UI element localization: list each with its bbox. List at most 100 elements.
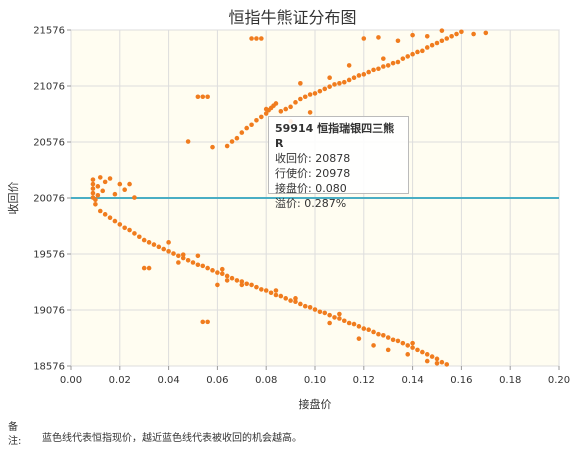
data-point[interactable] <box>410 51 415 57</box>
data-point[interactable] <box>395 338 401 344</box>
data-point[interactable] <box>200 319 206 325</box>
data-point[interactable] <box>356 73 362 78</box>
data-point[interactable] <box>337 311 342 317</box>
data-point[interactable] <box>195 253 201 259</box>
data-point[interactable] <box>254 117 259 123</box>
data-point[interactable] <box>356 336 362 341</box>
data-point[interactable] <box>322 86 328 92</box>
data-point[interactable] <box>381 64 386 69</box>
data-point[interactable] <box>434 356 440 362</box>
data-point[interactable] <box>95 184 101 189</box>
data-point[interactable] <box>288 104 293 110</box>
data-point[interactable] <box>385 63 391 68</box>
data-point[interactable] <box>346 63 352 68</box>
data-point[interactable] <box>420 48 425 54</box>
data-point[interactable] <box>273 292 279 298</box>
data-point[interactable] <box>434 40 440 46</box>
data-point[interactable] <box>190 260 196 265</box>
data-point[interactable] <box>215 270 220 275</box>
data-point[interactable] <box>449 33 454 39</box>
data-point[interactable] <box>127 181 132 187</box>
data-point[interactable] <box>180 252 186 257</box>
data-point[interactable] <box>112 191 118 197</box>
data-point[interactable] <box>161 246 167 252</box>
data-point[interactable] <box>93 201 98 207</box>
data-point[interactable] <box>176 260 181 265</box>
data-point[interactable] <box>132 231 137 236</box>
data-point[interactable] <box>395 38 401 44</box>
data-point[interactable] <box>346 77 352 83</box>
data-point[interactable] <box>102 179 108 185</box>
data-point[interactable] <box>429 42 435 48</box>
data-point[interactable] <box>259 114 264 120</box>
data-point[interactable] <box>424 352 430 357</box>
data-point[interactable] <box>205 265 210 271</box>
data-point[interactable] <box>254 284 259 290</box>
data-point[interactable] <box>327 75 332 81</box>
data-point[interactable] <box>420 349 425 355</box>
data-point[interactable] <box>127 227 132 233</box>
data-point[interactable] <box>132 195 137 200</box>
data-point[interactable] <box>229 139 235 144</box>
data-point[interactable] <box>90 190 96 196</box>
data-point[interactable] <box>210 268 215 273</box>
data-point[interactable] <box>195 94 201 100</box>
data-point[interactable] <box>376 35 381 40</box>
data-point[interactable] <box>307 110 313 115</box>
data-point[interactable] <box>293 296 298 301</box>
data-point[interactable] <box>429 354 435 359</box>
data-point[interactable] <box>410 340 415 346</box>
data-point[interactable] <box>107 215 113 221</box>
data-point[interactable] <box>439 28 445 33</box>
data-point[interactable] <box>254 36 259 41</box>
data-point[interactable] <box>195 262 201 268</box>
data-point[interactable] <box>351 321 357 327</box>
data-point[interactable] <box>180 255 186 261</box>
data-point[interactable] <box>166 249 171 254</box>
data-point[interactable] <box>239 279 245 284</box>
data-point[interactable] <box>302 303 308 309</box>
data-point[interactable] <box>90 186 96 191</box>
data-point[interactable] <box>439 359 445 365</box>
data-point[interactable] <box>371 67 376 73</box>
data-point[interactable] <box>337 316 342 321</box>
data-point[interactable] <box>219 266 225 272</box>
data-point[interactable] <box>185 139 191 144</box>
data-point[interactable] <box>93 197 98 203</box>
data-point[interactable] <box>298 96 303 102</box>
data-point[interactable] <box>122 187 127 193</box>
data-point[interactable] <box>117 181 123 187</box>
data-point[interactable] <box>361 72 367 77</box>
data-point[interactable] <box>205 319 210 325</box>
data-point[interactable] <box>210 144 215 150</box>
data-point[interactable] <box>298 301 303 307</box>
data-point[interactable] <box>439 38 445 44</box>
data-point[interactable] <box>141 265 147 271</box>
data-point[interactable] <box>327 312 332 318</box>
data-point[interactable] <box>224 143 230 149</box>
data-point[interactable] <box>215 282 220 288</box>
data-point[interactable] <box>351 75 357 81</box>
data-point[interactable] <box>341 79 347 85</box>
data-point[interactable] <box>278 293 284 299</box>
data-point[interactable] <box>405 54 411 59</box>
data-point[interactable] <box>444 362 450 367</box>
data-point[interactable] <box>371 329 376 335</box>
data-point[interactable] <box>200 263 206 269</box>
data-point[interactable] <box>97 208 103 214</box>
data-point[interactable] <box>312 91 318 96</box>
data-point[interactable] <box>95 193 101 198</box>
data-point[interactable] <box>385 347 391 353</box>
data-point[interactable] <box>390 60 396 66</box>
data-point[interactable] <box>361 326 367 331</box>
data-point[interactable] <box>415 49 420 55</box>
data-point[interactable] <box>405 343 411 348</box>
data-point[interactable] <box>361 36 367 41</box>
data-point[interactable] <box>424 33 430 39</box>
data-point[interactable] <box>141 237 147 243</box>
data-point[interactable] <box>283 106 289 112</box>
data-point[interactable] <box>381 56 386 61</box>
data-point[interactable] <box>376 66 381 72</box>
data-point[interactable] <box>424 358 430 364</box>
data-point[interactable] <box>229 275 235 281</box>
